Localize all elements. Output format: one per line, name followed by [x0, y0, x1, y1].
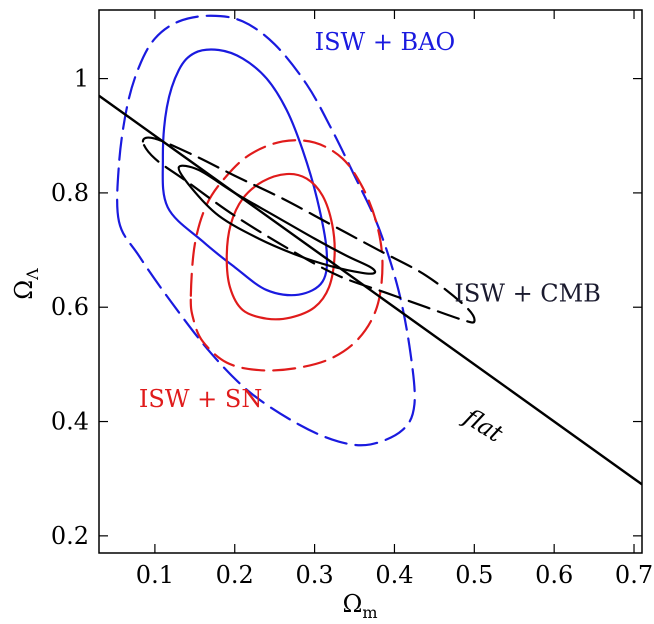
y-tick-label: 0.4 — [51, 408, 89, 436]
x-tick-label: 0.1 — [136, 561, 174, 589]
x-tick-label: 0.6 — [535, 561, 573, 589]
y-axis-label: ΩΛ — [10, 268, 42, 300]
annotation-flat: flat — [457, 402, 508, 448]
annotation-isw-sn: ISW + SN — [139, 385, 262, 413]
isw-bao-inner-contour — [161, 48, 329, 297]
x-tick-label: 0.7 — [615, 561, 653, 589]
plot-frame — [98, 9, 643, 554]
y-tick-label: 0.8 — [51, 179, 89, 207]
flat-line — [99, 94, 642, 486]
x-tick-label: 0.5 — [455, 561, 493, 589]
labels-layer: ISW + BAO ISW + SN ISW + CMB flat — [139, 28, 601, 448]
y-tick-label: 0.6 — [51, 293, 89, 321]
x-tick-label: 0.2 — [216, 561, 254, 589]
x-axis-label: Ωm — [342, 590, 377, 622]
x-tick-label: 0.4 — [375, 561, 413, 589]
isw-bao-outer-contour — [116, 14, 416, 447]
isw-sn-inner-contour — [225, 172, 336, 321]
x-tick-label: 0.3 — [296, 561, 334, 589]
isw-cmb-outer-contour — [141, 136, 476, 324]
ticks-layer: 0.1 0.2 0.3 0.4 0.5 0.6 0.7 0.2 0.4 0.6 0.8 1 — [51, 10, 653, 589]
curves-layer — [99, 14, 642, 486]
y-tick-label: 0.2 — [51, 522, 89, 550]
y-tick-label: 1 — [74, 65, 89, 93]
isw-cmb-inner-contour — [177, 164, 377, 275]
annotation-isw-cmb: ISW + CMB — [454, 280, 601, 308]
annotation-isw-bao: ISW + BAO — [315, 28, 456, 56]
